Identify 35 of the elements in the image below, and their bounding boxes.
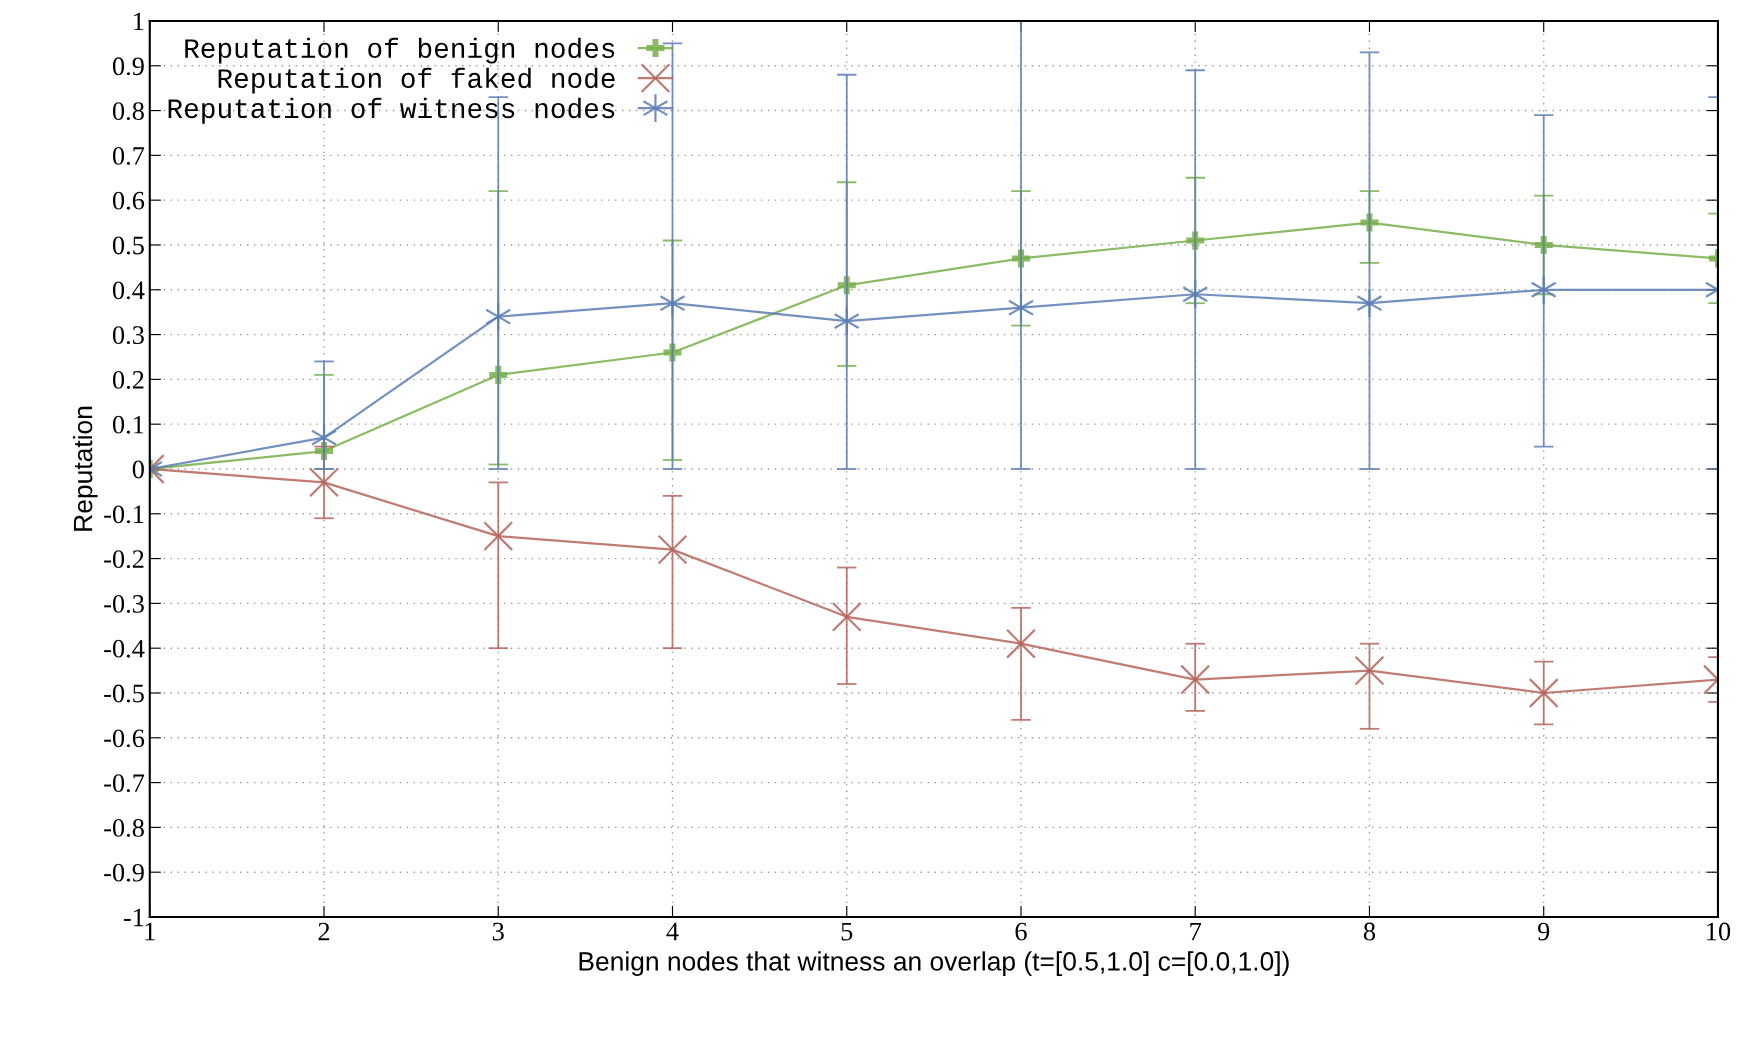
x-tick-label: 8 [1363, 922, 1376, 941]
y-axis-title: Reputation [72, 406, 98, 531]
y-tick-label: 0.3 [112, 326, 144, 345]
y-tick-label: -0.2 [104, 550, 144, 569]
y-tick-label: 0.2 [112, 370, 144, 389]
x-tick-label: 7 [1190, 922, 1202, 941]
x-tick-label: 5 [841, 922, 853, 941]
x-tick-label: 6 [1015, 922, 1027, 941]
x-tick-label: 9 [1537, 922, 1550, 941]
y-tick-label: 0.6 [112, 191, 145, 210]
x-tick-label: 4 [666, 922, 679, 941]
y-tick-label: -1 [123, 908, 144, 927]
legend-label: Reputation of faked node [218, 67, 615, 94]
y-tick-label: 0 [132, 460, 144, 479]
y-tick-label: -0.1 [104, 505, 144, 524]
x-tick-label: 2 [318, 922, 330, 941]
x-axis-title: Benign nodes that witness an overlap (t=[0.5,1.0] c=[0.0,1.0]) [579, 951, 1289, 976]
y-tick-label: -0.9 [104, 863, 144, 882]
legend-label: Reputation of witness nodes [168, 97, 615, 124]
legend-label: Reputation of benign nodes [185, 37, 615, 64]
y-tick-label: -0.3 [104, 594, 144, 613]
y-tick-label: -0.7 [104, 774, 145, 793]
y-tick-label: 0.4 [112, 281, 145, 300]
y-tick-label: -0.6 [104, 729, 145, 748]
y-tick-label: 0.7 [112, 146, 145, 165]
x-tick-label: 3 [492, 922, 504, 941]
y-tick-label: 0.1 [112, 415, 144, 434]
y-tick-label: -0.8 [104, 819, 144, 837]
x-tick-label: 10 [1707, 922, 1731, 941]
y-tick-label: 1 [134, 12, 144, 31]
y-tick-label: 0.5 [112, 236, 144, 255]
y-tick-label: -0.4 [104, 639, 145, 658]
y-tick-label: 0.8 [112, 102, 144, 121]
y-tick-label: 0.9 [112, 57, 144, 76]
y-tick-label: -0.5 [104, 684, 144, 703]
